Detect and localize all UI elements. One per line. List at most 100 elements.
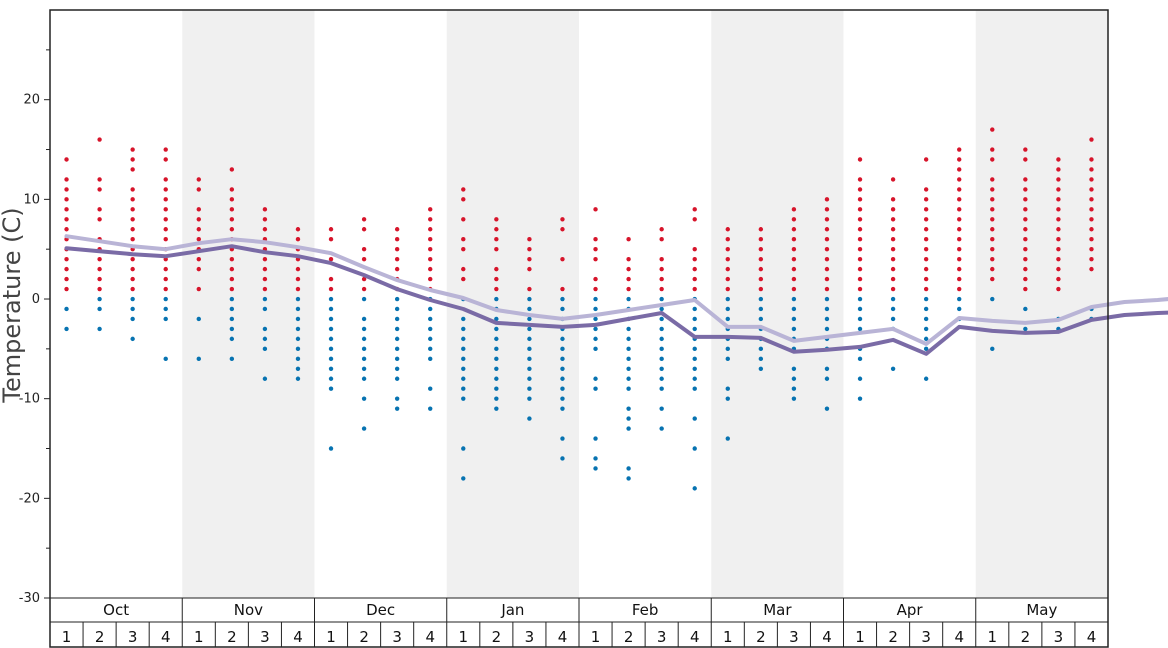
temperature-point — [857, 177, 863, 182]
month-band — [446, 10, 579, 598]
temperature-point — [990, 217, 995, 222]
temperature-point — [957, 227, 962, 232]
temperature-point — [725, 266, 730, 272]
temperature-point — [560, 346, 565, 352]
temperature-point — [791, 296, 797, 302]
week-label: 3 — [921, 628, 931, 646]
temperature-point — [64, 217, 69, 222]
temperature-point — [957, 286, 962, 292]
temperature-point — [262, 227, 268, 232]
temperature-point — [923, 227, 929, 232]
temperature-point — [725, 256, 730, 262]
temperature-point — [824, 376, 830, 381]
temperature-point — [527, 316, 532, 322]
temperature-point — [692, 286, 697, 292]
temperature-point — [1056, 286, 1061, 292]
temperature-point — [990, 227, 995, 232]
temperature-point — [262, 296, 268, 302]
temperature-point — [163, 227, 168, 232]
week-label: 3 — [657, 628, 667, 646]
temperature-point — [328, 256, 334, 262]
temperature-point — [626, 237, 631, 242]
temperature-point — [990, 177, 995, 182]
temperature-point — [758, 306, 764, 312]
temperature-point — [130, 187, 135, 192]
x-axis: Oct 1 2 3 4 Nov 1 2 3 4 Dec 1 2 3 4 Jan 1 2 3 4 Feb 1 2 3 4 Mar 1 2… — [50, 597, 1108, 647]
week-label: 2 — [888, 628, 898, 646]
temperature-point — [196, 256, 201, 262]
temperature-point — [990, 266, 995, 272]
temperature-point — [295, 276, 301, 282]
temperature-point — [163, 306, 168, 312]
week-label: 4 — [1087, 628, 1097, 646]
temperature-point — [593, 376, 598, 381]
temperature-point — [527, 256, 532, 262]
temperature-point — [890, 366, 896, 371]
temperature-point — [1056, 187, 1061, 192]
temperature-point — [560, 356, 565, 362]
temperature-point — [163, 286, 168, 292]
temperature-point — [957, 296, 962, 302]
temperature-point — [130, 237, 135, 242]
series-line-upper — [64, 234, 1168, 346]
temperature-point — [593, 207, 598, 212]
temperature-point — [692, 416, 697, 421]
temperature-point — [527, 346, 532, 352]
temperature-point — [428, 326, 433, 332]
temperature-point — [659, 266, 664, 272]
plot-frame — [49, 9, 1109, 648]
temperature-point — [659, 336, 664, 342]
temperature-point — [659, 376, 664, 381]
temperature-point — [758, 366, 764, 371]
temperature-point — [196, 187, 201, 192]
temperature-point — [857, 266, 863, 272]
temperature-point — [1089, 217, 1094, 222]
temperature-point — [361, 336, 367, 342]
temperature-point — [394, 406, 400, 411]
temperature-point — [659, 406, 664, 411]
temperature-point — [527, 386, 532, 391]
temperature-point — [957, 246, 962, 252]
y-tick-label: 10 — [23, 192, 40, 207]
temperature-point — [957, 207, 962, 212]
temperature-point — [824, 246, 830, 252]
temperature-point — [494, 336, 499, 342]
temperature-point — [791, 217, 797, 222]
temperature-point — [229, 326, 235, 332]
temperature-point — [593, 386, 598, 391]
temperature-point — [560, 436, 565, 441]
temperature-point — [1023, 157, 1028, 162]
temperature-point — [295, 266, 301, 272]
temperature-point — [890, 256, 896, 262]
week-label: 4 — [293, 628, 303, 646]
temperature-point — [593, 246, 598, 252]
week-label: 4 — [822, 628, 832, 646]
week-label: 3 — [392, 628, 402, 646]
temperature-point — [130, 266, 135, 272]
temperature-point — [857, 376, 863, 381]
temperature-point — [97, 177, 102, 182]
week-label: 3 — [260, 628, 270, 646]
temperature-point — [229, 266, 235, 272]
temperature-point — [64, 276, 69, 282]
temperature-point — [890, 177, 896, 182]
temperature-point — [64, 286, 69, 292]
temperature-point — [361, 217, 367, 222]
temperature-point — [659, 426, 664, 431]
temperature-point — [626, 336, 631, 342]
temperature-point — [295, 376, 301, 381]
temperature-point — [824, 406, 830, 411]
temperature-points — [64, 127, 1094, 491]
temperature-point — [824, 207, 830, 212]
temperature-point — [97, 306, 102, 312]
temperature-point — [824, 326, 830, 332]
temperature-point — [527, 326, 532, 332]
temperature-point — [692, 276, 697, 282]
temperature-point — [593, 276, 598, 282]
temperature-point — [361, 326, 367, 332]
temperature-point — [923, 296, 929, 302]
temperature-point — [725, 436, 730, 441]
temperature-point — [196, 237, 201, 242]
temperature-point — [295, 356, 301, 362]
temperature-point — [857, 227, 863, 232]
